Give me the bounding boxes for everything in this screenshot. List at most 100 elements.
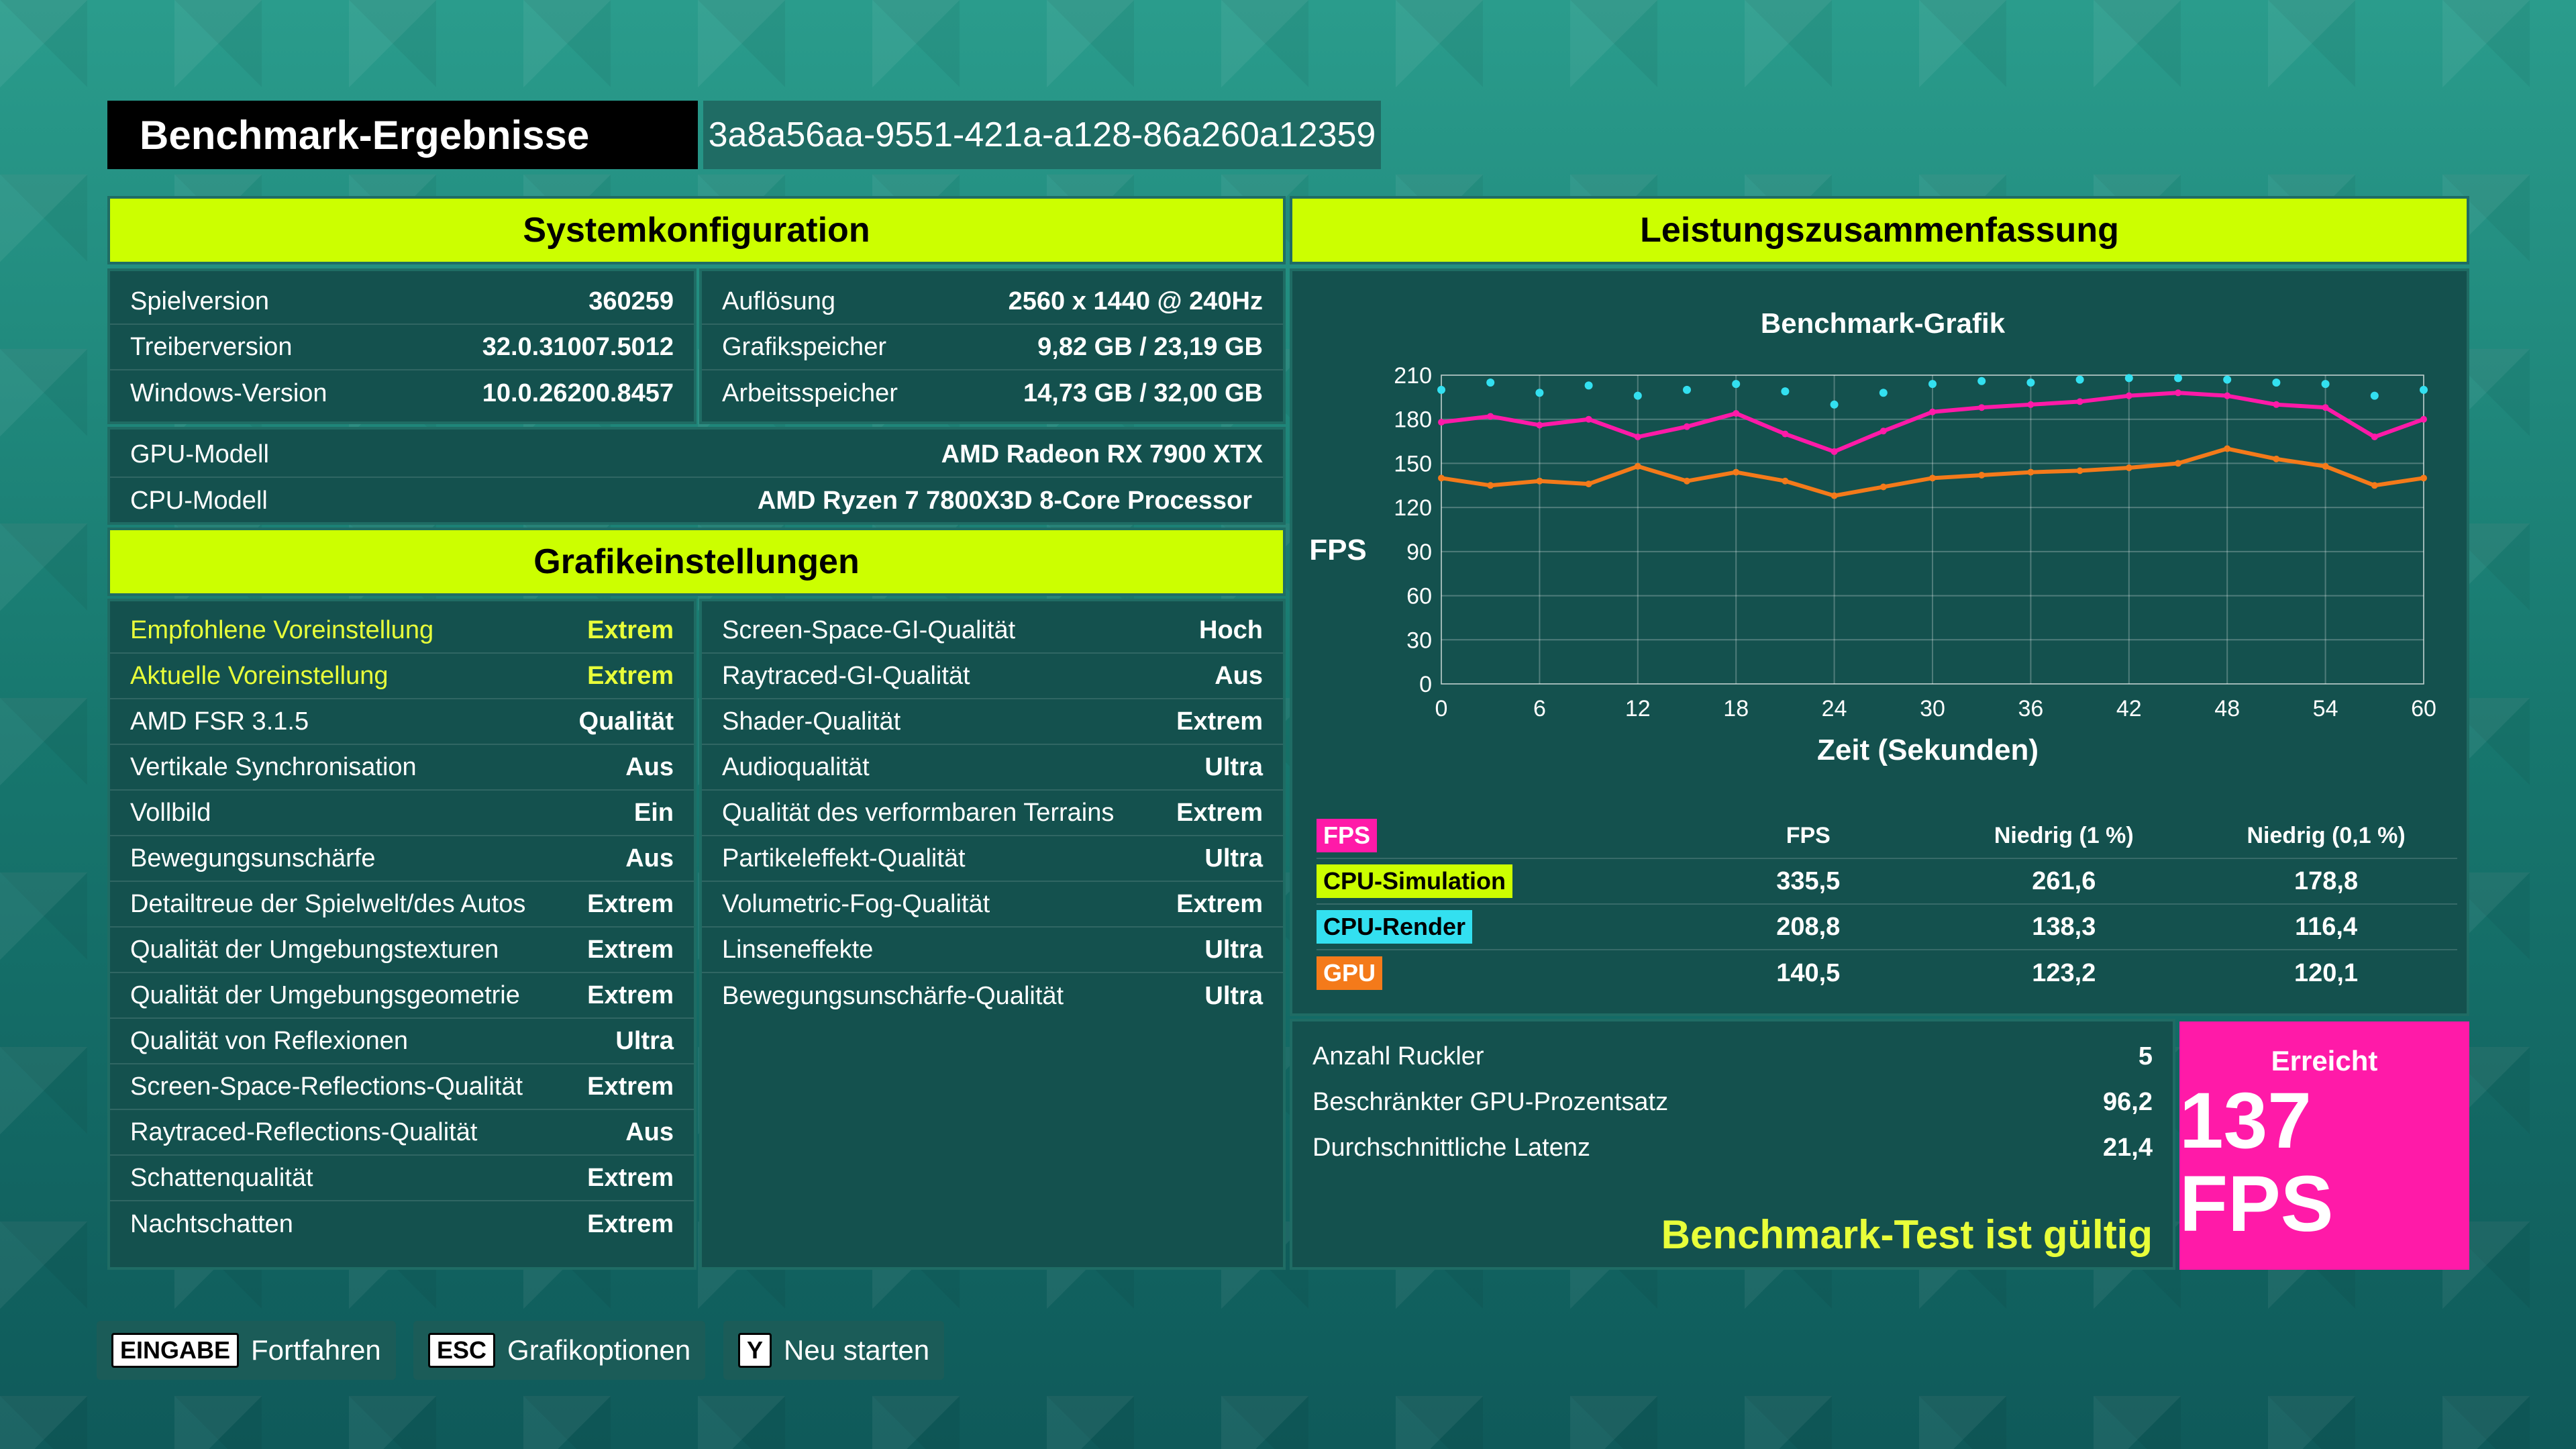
setting-row[interactable]: Qualität der Umgebungstexturen Extrem: [110, 928, 694, 973]
x-tick-label: 0: [1435, 696, 1448, 721]
cell-fps: 335,5: [1776, 866, 1841, 895]
setting-label: Qualität der Umgebungsgeometrie: [130, 981, 520, 1009]
setting-row[interactable]: Partikeleffekt-Qualität Ultra: [702, 836, 1283, 882]
setting-label: AMD FSR 3.1.5: [130, 707, 309, 736]
continue-button[interactable]: EINGABE Fortfahren: [97, 1321, 396, 1380]
y-tick-label: 60: [1406, 584, 1432, 609]
cell-low01: 120,1: [2294, 958, 2359, 987]
stat-label: Beschränkter GPU-Prozentsatz: [1312, 1087, 1669, 1116]
data-point: [2223, 375, 2232, 384]
setting-row[interactable]: Nachtschatten Extrem: [110, 1201, 694, 1247]
setting-row[interactable]: Linseneffekte Ultra: [702, 928, 1283, 973]
data-point: [1879, 428, 1887, 435]
data-point: [2371, 434, 2378, 440]
setting-label: Bewegungsunschärfe-Qualität: [722, 981, 1064, 1010]
button-label: Fortfahren: [251, 1334, 381, 1366]
data-point: [1536, 477, 1543, 485]
setting-value: Ultra: [1204, 935, 1263, 964]
data-point: [1535, 389, 1544, 397]
data-point: [1978, 471, 1986, 479]
data-point: [1977, 377, 1986, 385]
button-label: Neu starten: [784, 1334, 930, 1366]
setting-value: Extrem: [1176, 707, 1263, 736]
setting-row[interactable]: Screen-Space-Reflections-Qualität Extrem: [110, 1064, 694, 1110]
setting-row[interactable]: Empfohlene Voreinstellung Extrem: [110, 608, 694, 654]
setting-row[interactable]: Volumetric-Fog-Qualität Extrem: [702, 882, 1283, 928]
row-label: GPU-Modell: [130, 440, 269, 468]
setting-label: Vertikale Synchronisation: [130, 752, 417, 781]
performance-panel: Benchmark-Grafik FPS Zeit (Sekunden) 0 6 1…: [1290, 268, 2469, 1016]
setting-value: Ultra: [1204, 981, 1263, 1010]
cell-fps: 208,8: [1776, 912, 1841, 941]
setting-label: Partikeleffekt-Qualität: [722, 844, 966, 872]
data-point: [1438, 419, 1445, 426]
data-point: [2371, 482, 2378, 489]
data-point: [2322, 462, 2329, 470]
setting-value: Extrem: [587, 1072, 674, 1101]
setting-row[interactable]: Raytraced-Reflections-Qualität Aus: [110, 1110, 694, 1156]
row-label: Windows-Version: [130, 379, 327, 407]
setting-row[interactable]: Vertikale Synchronisation Aus: [110, 745, 694, 791]
setting-label: Volumetric-Fog-Qualität: [722, 889, 990, 918]
setting-row[interactable]: Audioqualität Ultra: [702, 745, 1283, 791]
chart-xlabel: Zeit (Sekunden): [1817, 734, 2039, 766]
row-label: CPU-Modell: [130, 486, 268, 515]
data-point: [2273, 401, 2280, 408]
system-row-ram: Arbeitsspeicher 14,73 GB / 32,00 GB: [702, 370, 1283, 416]
series-fps-points: [1438, 389, 2427, 455]
row-value: 360259: [588, 287, 674, 315]
table-row: CPU-Simulation 335,5 261,6 178,8: [1317, 859, 2457, 905]
setting-row[interactable]: Qualität des verformbaren Terrains Extrem: [702, 791, 1283, 836]
setting-row[interactable]: Bewegungsunschärfe-Qualität Ultra: [702, 973, 1283, 1019]
cell-low01: 116,4: [2295, 912, 2358, 941]
data-point: [1684, 423, 1690, 430]
series-cpu-render-points: [1437, 374, 2428, 409]
data-point: [2273, 455, 2280, 462]
data-point: [2272, 378, 2281, 387]
data-point: [1684, 477, 1690, 485]
stat-label: Durchschnittliche Latenz: [1312, 1133, 1590, 1162]
setting-row[interactable]: Schattenqualität Extrem: [110, 1156, 694, 1201]
x-tick-label: 24: [1822, 696, 1847, 721]
setting-row[interactable]: Aktuelle Voreinstellung Extrem: [110, 654, 694, 699]
data-point: [1633, 391, 1642, 400]
setting-row[interactable]: Raytraced-GI-Qualität Aus: [702, 654, 1283, 699]
setting-row[interactable]: Screen-Space-GI-Qualität Hoch: [702, 608, 1283, 654]
setting-value: Extrem: [587, 1163, 674, 1192]
performance-summary-heading: Leistungszusammenfassung: [1290, 196, 2469, 264]
data-point: [2075, 375, 2084, 384]
row-label: Arbeitsspeicher: [722, 379, 898, 407]
setting-row[interactable]: AMD FSR 3.1.5 Qualität: [110, 699, 694, 745]
setting-row[interactable]: Vollbild Ein: [110, 791, 694, 836]
chart-title: Benchmark-Grafik: [1761, 307, 2006, 339]
stat-value: 96,2: [2103, 1087, 2153, 1116]
setting-row[interactable]: Qualität von Reflexionen Ultra: [110, 1019, 694, 1064]
restart-button[interactable]: Y Neu starten: [723, 1321, 945, 1380]
cell-fps: 140,5: [1776, 958, 1841, 987]
setting-label: Raytraced-GI-Qualität: [722, 661, 970, 690]
graphics-options-button[interactable]: ESC Grafikoptionen: [413, 1321, 706, 1380]
data-point: [1487, 413, 1494, 420]
chart-series: [1437, 374, 2428, 499]
setting-row[interactable]: Qualität der Umgebungsgeometrie Extrem: [110, 973, 694, 1019]
setting-label: Detailtreue der Spielwelt/des Autos: [130, 889, 526, 918]
chart-ylabel: FPS: [1309, 534, 1367, 566]
setting-value: Ultra: [1204, 844, 1263, 872]
data-point: [2420, 474, 2427, 482]
data-point: [1928, 380, 1937, 389]
data-point: [1438, 474, 1445, 482]
setting-label: Aktuelle Voreinstellung: [130, 661, 389, 690]
setting-label: Bewegungsunschärfe: [130, 844, 376, 872]
data-point: [2125, 464, 2132, 471]
system-row-resolution: Auflösung 2560 x 1440 @ 240Hz: [702, 279, 1283, 325]
row-label: Grafikspeicher: [722, 332, 886, 361]
setting-label: Shader-Qualität: [722, 707, 901, 736]
setting-row[interactable]: Bewegungsunschärfe Aus: [110, 836, 694, 882]
setting-row[interactable]: Shader-Qualität Extrem: [702, 699, 1283, 745]
data-point: [1879, 389, 1888, 397]
data-point: [1634, 434, 1641, 440]
system-left-panel: Spielversion 360259 Treiberversion 32.0.31…: [107, 268, 697, 424]
system-row-driver-version: Treiberversion 32.0.31007.5012: [110, 325, 694, 370]
col-header-low1: Niedrig (1 %): [1994, 822, 2134, 848]
setting-row[interactable]: Detailtreue der Spielwelt/des Autos Extre…: [110, 882, 694, 928]
